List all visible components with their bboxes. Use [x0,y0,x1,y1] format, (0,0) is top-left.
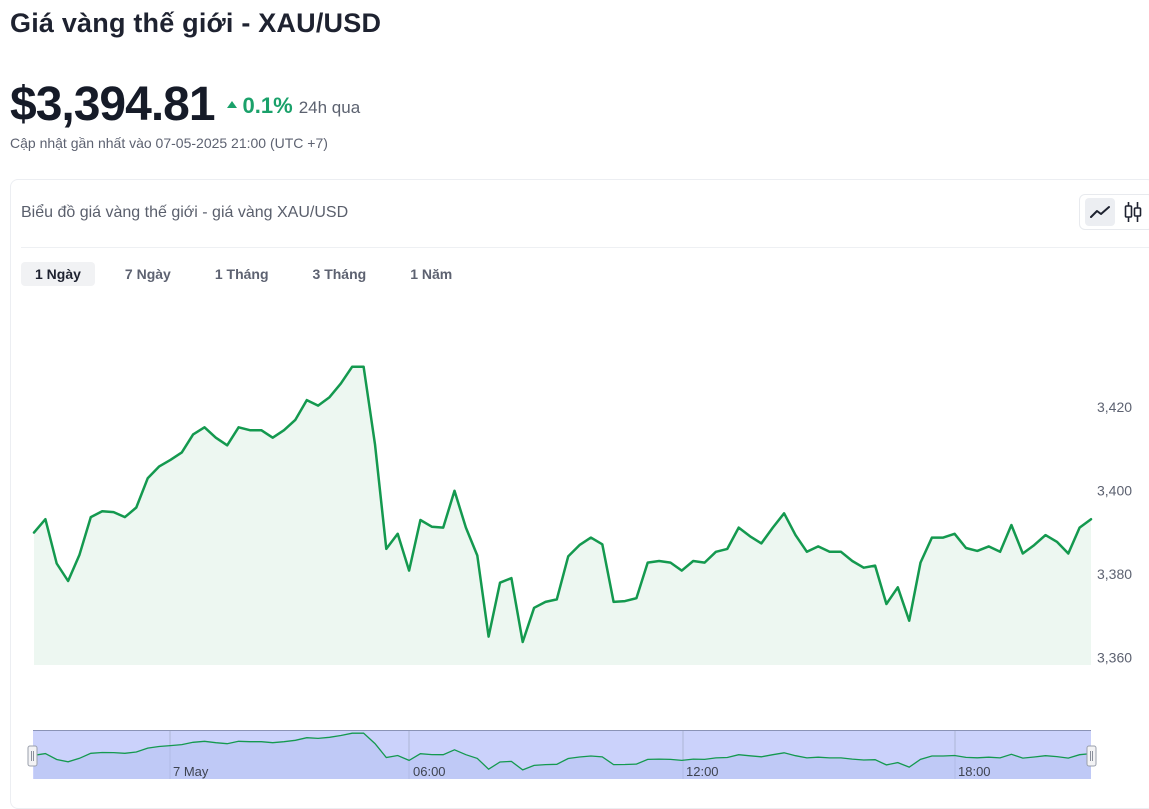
page-title: Giá vàng thế giới - XAU/USD [10,8,382,38]
tab-7-days[interactable]: 7 Ngày [124,266,171,282]
line-chart-icon [1090,206,1111,218]
price-change: 0.1% [242,93,293,118]
price-row: $3,394.81 0.1% 24h qua [10,76,360,132]
current-price: $3,394.81 [10,77,216,131]
tab-1-year[interactable]: 1 Năm [410,266,453,282]
navigator-handle-left[interactable] [27,745,38,767]
tab-1-month[interactable]: 1 Tháng [214,266,269,282]
range-navigator[interactable]: 7 May 06:00 12:00 18:00 [27,730,1097,780]
range-tabs: 1 Ngày 7 Ngày 1 Tháng 3 Tháng 1 Năm [21,262,482,286]
chart-card-title: Biểu đồ giá vàng thế giới - giá vàng XAU… [21,204,349,221]
y-axis: 3,420 3,400 3,380 3,360 [1097,399,1132,666]
navigator-labels: 7 May 06:00 12:00 18:00 [173,764,991,779]
card-divider [21,247,1149,248]
navigator-line [33,732,1092,771]
navigator-area [34,733,1091,779]
candlestick-button[interactable] [1118,198,1148,226]
line-chart-button[interactable] [1085,198,1116,226]
price-area [34,366,1091,665]
y-tick-label: 3,420 [1097,399,1132,415]
change-period: 24h qua [298,98,361,117]
navigator-time-label: 06:00 [413,764,446,779]
tab-3-months[interactable]: 3 Tháng [312,266,367,282]
price-line [32,365,1093,644]
y-tick-label: 3,400 [1097,482,1132,498]
navigator-handle-right[interactable] [1086,745,1097,767]
navigator-time-label: 7 May [173,764,209,779]
chart-type-switch [1079,194,1149,230]
y-tick-label: 3,380 [1097,566,1132,582]
last-updated: Cập nhật gần nhất vào 07-05-2025 21:00 (… [10,135,328,151]
navigator-time-label: 18:00 [958,764,991,779]
arrow-up-icon [226,100,237,108]
y-tick-label: 3,360 [1097,650,1132,666]
tab-1-day[interactable]: 1 Ngày [21,262,95,286]
navigator-time-label: 12:00 [686,764,719,779]
candlestick-icon [1124,202,1142,222]
